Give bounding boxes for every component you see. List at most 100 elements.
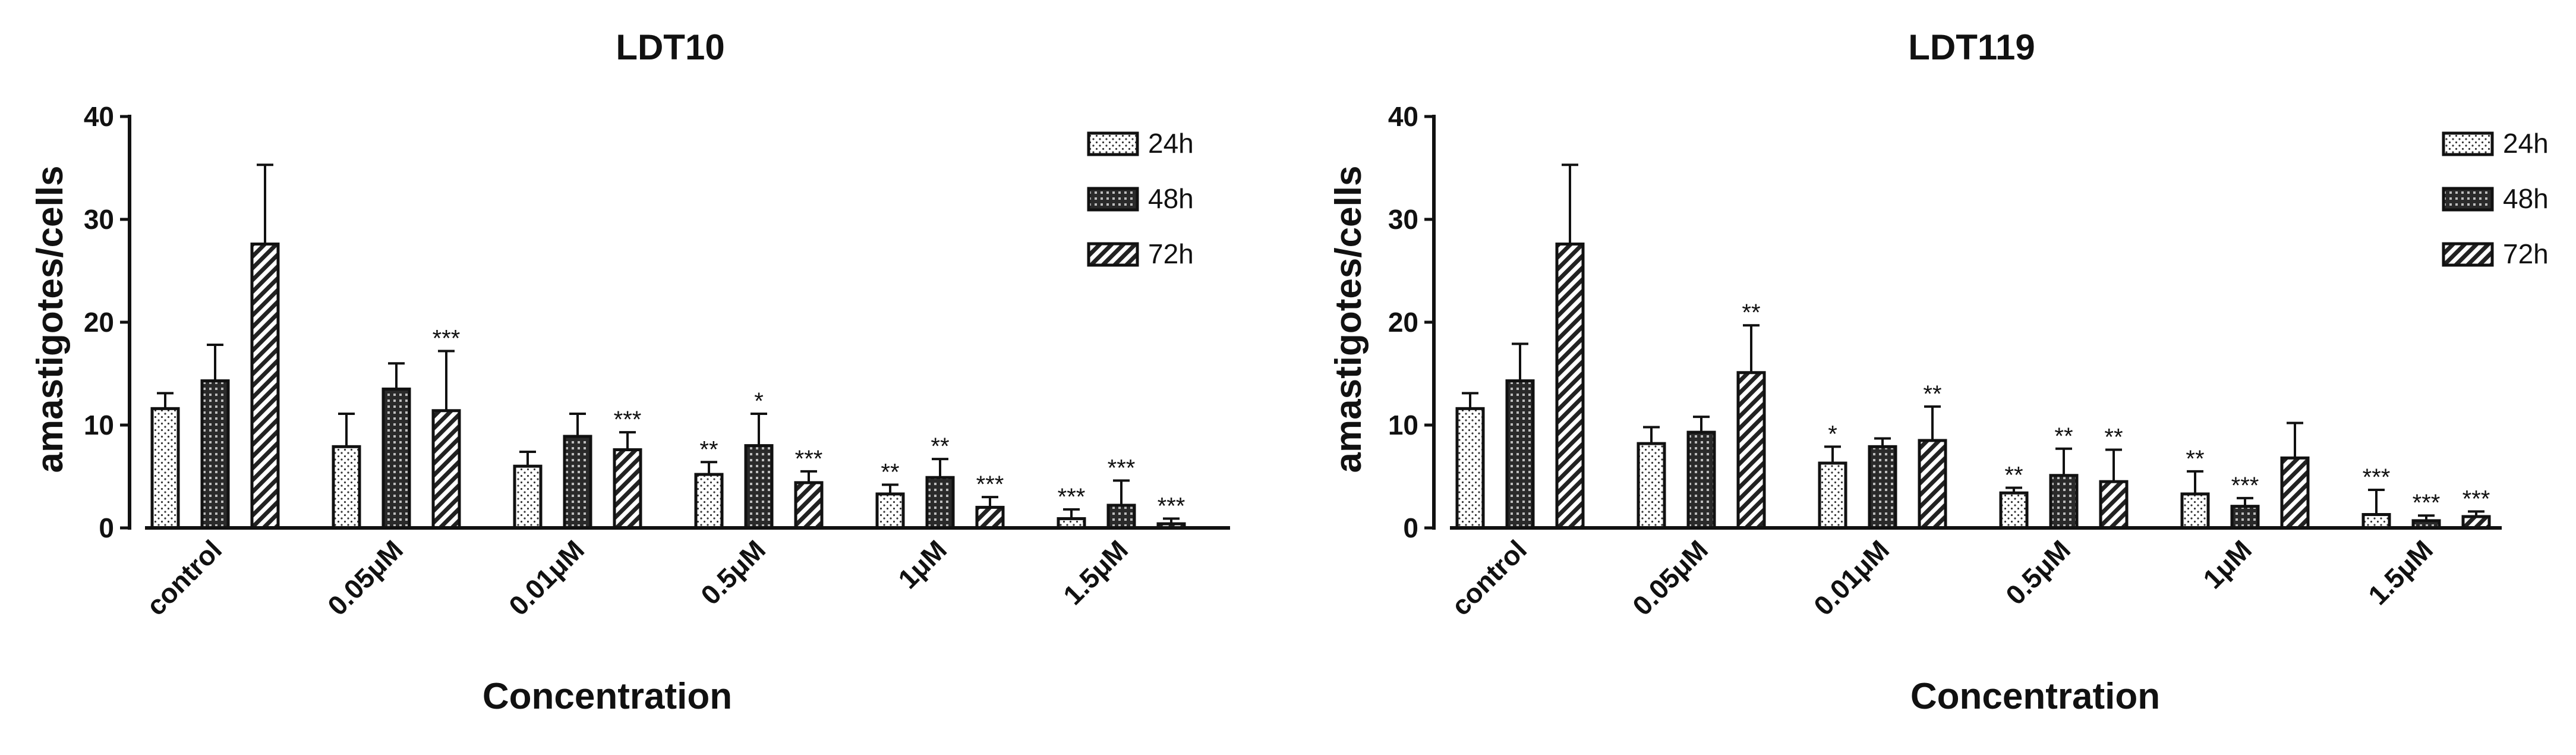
significance-label: *** [1158, 493, 1185, 519]
legend-swatch-48h [1087, 187, 1139, 212]
bar-24h-2 [1818, 461, 1847, 530]
bar-24h-3 [694, 473, 724, 530]
y-axis-ticks: 0 10 20 30 40 [1388, 101, 1434, 543]
bar-72h-0 [1555, 243, 1585, 530]
axes [128, 115, 1230, 530]
x-tick-label: 1.5μM [1057, 534, 1134, 611]
x-axis-ticks: control 0.05μM 0.01μM 0.5μM 1μM 1.5μM [140, 534, 1134, 621]
bar-48h-4 [2230, 505, 2260, 530]
legend-label: 24h [2503, 128, 2549, 159]
significance-label: ** [2186, 446, 2204, 472]
bar-24h-1 [332, 445, 361, 530]
bar-24h-0 [1455, 407, 1485, 530]
legend-swatch-24h [1087, 131, 1139, 156]
legend-label: 48h [1148, 183, 1194, 214]
x-axis-title: Concentration [1910, 676, 2160, 717]
significance-label: *** [614, 407, 642, 433]
chart-title: LDT10 [616, 27, 724, 67]
significance-label: *** [2463, 486, 2490, 512]
bar-24h-4 [2180, 492, 2210, 530]
legend-swatch-48h [2442, 187, 2494, 212]
significance-label: ** [699, 436, 718, 463]
bar-72h-2 [1918, 439, 1947, 530]
significance-label: *** [795, 446, 823, 472]
significance-label: *** [976, 471, 1004, 498]
bar-24h-4 [875, 492, 905, 530]
bar-48h-2 [1868, 445, 1897, 530]
significance-label: ** [1742, 300, 1760, 326]
x-axis-ticks: control 0.05μM 0.01μM 0.5μM 1μM 1.5μM [1445, 534, 2439, 621]
y-axis-title: amastigotes/cells [1328, 166, 1369, 473]
x-tick-label: 0.01μM [1808, 534, 1895, 621]
bar-72h-3 [794, 481, 824, 530]
bar-72h-2 [613, 448, 642, 530]
bar-48h-5 [1106, 504, 1136, 530]
significance-label: *** [2413, 490, 2441, 516]
bar-72h-1 [1736, 371, 1766, 530]
bar-48h-4 [925, 476, 955, 530]
y-tick-label: 10 [1388, 410, 1418, 441]
bar-48h-2 [563, 435, 592, 530]
chart-title: LDT119 [1908, 27, 2035, 67]
significance-label: ** [1923, 381, 1941, 407]
x-tick-label: 0.5μM [695, 534, 771, 611]
y-tick-label: 0 [1403, 512, 1418, 543]
x-tick-label: 1.5μM [2362, 534, 2439, 611]
chart-panel-ldt119: LDT119 amastigotes/cells Concentration 0… [1328, 27, 2549, 717]
y-tick-label: 10 [84, 410, 114, 441]
bar-48h-0 [1505, 379, 1535, 530]
significance-label: *** [1108, 455, 1136, 481]
y-axis-ticks: 0 10 20 30 40 [84, 101, 130, 543]
x-tick-label: 1μM [2197, 534, 2257, 594]
y-tick-label: 20 [1388, 307, 1418, 338]
y-tick-label: 30 [84, 204, 114, 235]
significance-label: ** [2004, 463, 2023, 489]
legend-label: 72h [1148, 238, 1194, 269]
y-tick-label: 30 [1388, 204, 1418, 235]
significance-label: *** [1058, 484, 1086, 510]
chart-panel-ldt10: LDT10 amastigotes/cells Concentration 0 1… [30, 27, 1230, 717]
legend: 24h 48h 72h [2442, 128, 2549, 269]
x-tick-label: 0.05μM [321, 534, 409, 621]
y-tick-label: 40 [84, 101, 114, 132]
significance-label: ** [2104, 424, 2123, 451]
legend-swatch-72h [2442, 242, 2494, 267]
y-tick-label: 20 [84, 307, 114, 338]
bar-48h-1 [1686, 430, 1716, 530]
legend-swatch-24h [2442, 131, 2494, 156]
bar-24h-1 [1637, 442, 1666, 530]
bar-group: ******************* ********* [150, 163, 1186, 530]
y-tick-label: 40 [1388, 101, 1418, 132]
significance-label: *** [433, 325, 461, 351]
bar-48h-0 [200, 379, 230, 530]
x-axis-title: Concentration [483, 676, 732, 717]
bar-72h-4 [2280, 456, 2310, 530]
significance-label: *** [2363, 464, 2391, 490]
axes [1432, 115, 2502, 530]
bar-24h-5 [2361, 513, 2391, 530]
legend-swatch-72h [1087, 242, 1139, 267]
legend-label: 24h [1148, 128, 1194, 159]
y-axis-title: amastigotes/cells [30, 166, 71, 473]
significance-label: *** [2231, 473, 2259, 499]
x-tick-label: 0.05μM [1626, 534, 1714, 621]
legend-label: 72h [2503, 238, 2549, 269]
x-tick-label: 0.5μM [2000, 534, 2076, 611]
bar-48h-3 [2049, 474, 2079, 530]
bar-48h-1 [381, 387, 411, 530]
x-tick-label: 0.01μM [503, 534, 590, 621]
x-tick-label: control [1445, 534, 1533, 621]
bar-24h-2 [513, 464, 543, 530]
x-tick-label: control [140, 534, 228, 621]
bar-72h-1 [431, 409, 461, 530]
bar-group: ********* ******* ****** *** [1455, 163, 2491, 530]
legend-label: 48h [2503, 183, 2549, 214]
bar-72h-3 [2099, 480, 2129, 530]
significance-label: * [1828, 421, 1837, 447]
y-tick-label: 0 [99, 512, 114, 543]
significance-label: ** [881, 459, 899, 485]
x-tick-label: 1μM [892, 534, 953, 594]
legend: 24h 48h 72h [1087, 128, 1194, 269]
bar-24h-0 [150, 407, 180, 530]
